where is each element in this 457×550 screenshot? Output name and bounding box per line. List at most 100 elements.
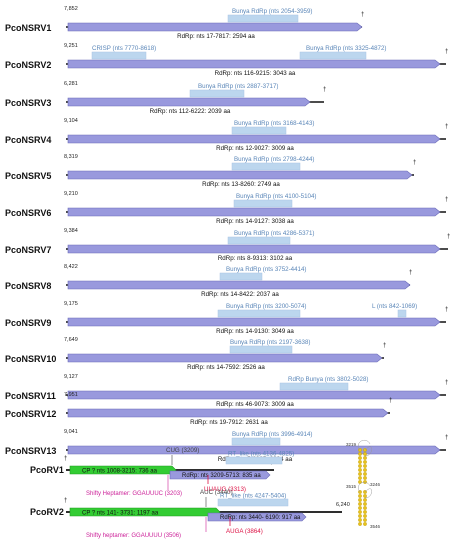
end-mark: † (445, 124, 448, 130)
end-mark: † (361, 12, 364, 18)
track-name: PcoNSRV10 (5, 354, 56, 364)
track-name: PcoNSRV9 (5, 318, 51, 328)
length-label: 9,104 (64, 118, 78, 124)
track-pconsrv5: PcoNSRV5 8,319 † Bunya RdRp (nts 2798-4244)… (5, 154, 416, 188)
start-mark: † (64, 498, 67, 504)
stop-label: AUGA (3864) (226, 528, 263, 535)
track-pconsrv4: PcoNSRV4 9,104 † Bunya RdRp (nts 3168-4143)… (5, 118, 448, 152)
hairpin-loop (358, 482, 371, 493)
domain-label: Bunya RdRp (nts 3325-4872) (306, 45, 387, 52)
hairpin-dot (358, 522, 362, 526)
length-label: 6,281 (64, 81, 78, 87)
domain-label: Bunya RdRp (nts 4100-5104) (236, 193, 317, 200)
domain-label: Bunya RdRp (nts 2887-3717) (198, 83, 279, 90)
domain-box (217, 498, 289, 507)
shifty-label: Shifty Heptamer: GGAUUUC (3203) (86, 491, 182, 497)
length-label: 9,210 (64, 191, 78, 197)
end-mark: † (445, 380, 448, 386)
rdrp-label: RdRp: nts 14-9130: 3049 aa (216, 328, 294, 335)
domain-label: CRISP (nts 7770-8618) (92, 45, 156, 52)
track-pcorv1: PcoRV1†5,824CP ? nts 1008-3215: 736 aaRT… (30, 440, 381, 497)
hairpin-dot (363, 518, 367, 522)
domain-box (231, 162, 301, 171)
hairpin-dot (358, 472, 362, 476)
rdrp-arrow (67, 207, 441, 217)
hairpin-dot (363, 502, 367, 506)
hairpin-loop (364, 446, 372, 457)
hairpin-dot (358, 518, 362, 522)
rdrp-arrow (67, 353, 383, 363)
track-name: PcoNSRV11 (5, 391, 56, 401)
domain-box (231, 437, 281, 446)
track-pconsrv8: PcoNSRV8 8,422 † Bunya RdRp (nts 3752-4414)… (5, 264, 412, 298)
hairpin-top-label: 3515 (346, 484, 357, 489)
end-mark: † (445, 435, 448, 441)
end-mark: † (389, 398, 392, 404)
hairpin-dot (363, 480, 367, 484)
track-name: PcoNSRV3 (5, 98, 51, 108)
hairpin-dot (358, 468, 362, 472)
hairpin-dot (358, 456, 362, 460)
hairpin-loop (358, 440, 371, 451)
hairpin-dot (358, 498, 362, 502)
rdrp-arrow (67, 390, 441, 400)
rdrp-label: RdRp: nts 14-9127: 3038 aa (216, 218, 294, 225)
rdrp-label: RdRp: nts 3440- 6190: 917 aa (220, 515, 301, 521)
end-mark: † (445, 197, 448, 203)
length-label: 9,127 (64, 374, 78, 380)
hairpin-loop (364, 488, 372, 499)
end-mark: † (445, 307, 448, 313)
hairpin-structure: 3515 3546 (346, 482, 381, 529)
hairpin-dot (358, 506, 362, 510)
domain-label: Bunya RdRp (nts 2054-3959) (232, 8, 313, 15)
rdrp-arrow (67, 280, 411, 290)
track-name: PcoRV2 (30, 507, 64, 517)
length-label: 9,175 (64, 301, 78, 307)
rv-tracks: PcoRV1†5,824CP ? nts 1008-3215: 736 aaRT… (30, 440, 381, 539)
rdrp-label: RdRp: nts 112-6222: 2039 aa (150, 108, 231, 115)
track-name: PcoNSRV6 (5, 208, 51, 218)
length-label: 7,852 (64, 6, 78, 12)
domain-label: Bunya RdRp (nts 2798-4244) (234, 156, 315, 163)
rdrp-arrow (207, 512, 307, 522)
hairpin-dot (363, 472, 367, 476)
nsrv-tracks: PcoNSRV1 7,852 † Bunya RdRp (nts 2054-3959)… (5, 6, 450, 463)
domain-box (189, 89, 245, 98)
stop-label: UUAUG (3313) (204, 486, 246, 493)
domain-label: Bunya RdRp (nts 3168-4143) (234, 120, 315, 127)
track-name: PcoNSRV8 (5, 281, 51, 291)
end-mark: † (409, 270, 412, 276)
length-label: 9,384 (64, 228, 78, 234)
hairpin-dot (358, 464, 362, 468)
domain-label: Bunya RdRp (nts 3200-5074) (226, 303, 307, 310)
hairpin-dot (358, 476, 362, 480)
hairpin-top-label: 3219 (346, 442, 357, 447)
track-pconsrv3: PcoNSRV3 6,281 † Bunya RdRp (nts 2887-3717)… (5, 81, 326, 115)
domain-box (91, 51, 147, 60)
hairpin-dot (363, 452, 367, 456)
hairpin-structure: 3219 3246 (346, 440, 381, 487)
domain-box (279, 382, 349, 391)
end-mark: † (323, 87, 326, 93)
end-mark: † (445, 49, 448, 55)
track-name: PcoNSRV2 (5, 60, 51, 70)
length-label: 7,649 (64, 337, 78, 343)
end-mark: † (413, 160, 416, 166)
hairpin-dot (363, 468, 367, 472)
track-pconsrv1: PcoNSRV1 7,852 † Bunya RdRp (nts 2054-3959)… (5, 6, 364, 40)
rdrp-arrow (67, 22, 363, 32)
hairpin-dot (358, 452, 362, 456)
rdrp-arrow (169, 470, 271, 480)
hairpin-dot (363, 510, 367, 514)
track-pconsrv11: PcoNSRV11 9,127 † RdRp Bunya (nts 3802-5028… (5, 374, 448, 408)
length-label: 8,422 (64, 264, 78, 270)
track-name: PcoRV1 (30, 465, 64, 475)
hairpin-dot (358, 514, 362, 518)
start-codon-label: CUG (3209) (166, 447, 199, 454)
hairpin-bottom-label: 3246 (370, 482, 381, 487)
length-label: 9,041 (64, 429, 78, 435)
rdrp-arrow (67, 445, 441, 455)
domain-label: RT_like (nts 4247-5404) (220, 493, 286, 500)
start-mark: † (64, 456, 67, 462)
